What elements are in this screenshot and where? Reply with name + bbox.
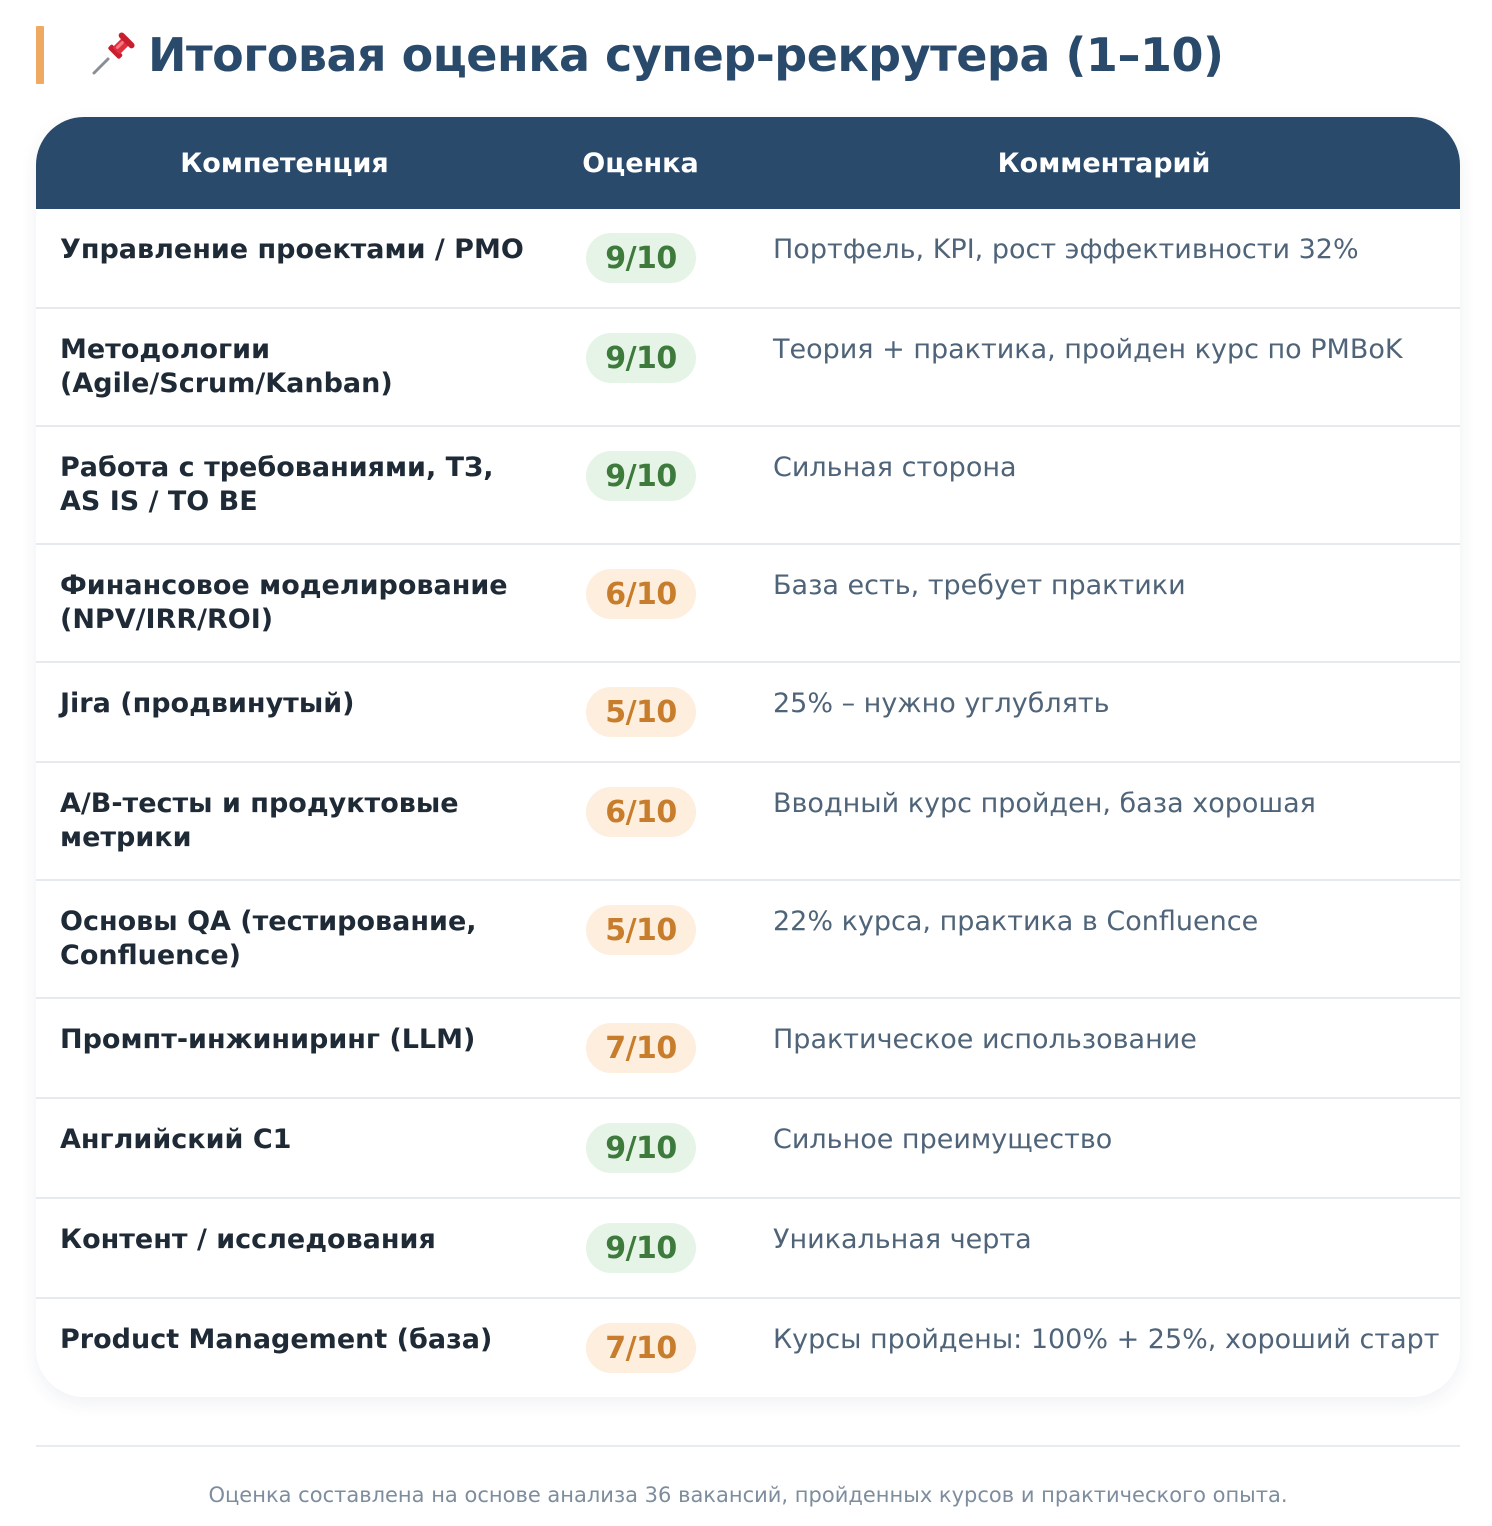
comment-cell: 22% курса, практика в Confluence: [773, 906, 1259, 937]
competence-table: Компетенция Оценка Комментарий Управлени…: [36, 117, 1460, 1397]
table-row: Jira (продвинутый) 5/10 25% – нужно углубл…: [36, 663, 1460, 763]
competence-cell: Промпт-инжиниринг (LLM): [60, 1024, 476, 1055]
score-badge: 5/10: [586, 687, 696, 737]
table-body: Управление проектами / PMO 9/10 Портфель, …: [36, 209, 1460, 1397]
comment-cell: Теория + практика, пройден курс по PMBoK: [773, 334, 1403, 365]
score-badge: 9/10: [586, 333, 696, 383]
competence-cell: Английский C1: [60, 1124, 292, 1155]
comment-cell: Практическое использование: [773, 1024, 1197, 1055]
table-row: A/B-тесты и продуктовые метрики 6/10 Вводн…: [36, 763, 1460, 881]
competence-cell: Работа с требованиями, ТЗ, AS IS / TO BE: [60, 452, 494, 517]
table-row: Методологии (Agile/Scrum/Kanban) 9/10 Теор…: [36, 309, 1460, 427]
table-row: Промпт-инжиниринг (LLM) 7/10 Практическое …: [36, 999, 1460, 1099]
competence-cell: Product Management (база): [60, 1324, 493, 1355]
comment-cell: Портфель, KPI, рост эффективности 32%: [773, 234, 1359, 265]
score-badge: 9/10: [586, 1223, 696, 1273]
pushpin-icon: [92, 32, 135, 75]
table-row: Product Management (база) 7/10 Курсы пройд…: [36, 1299, 1460, 1397]
comment-cell: Сильная сторона: [773, 452, 1017, 483]
table-row: Основы QA (тестирование, Confluence) 5/10…: [36, 881, 1460, 999]
competence-cell: Управление проектами / PMO: [60, 234, 524, 265]
score-badge: 7/10: [586, 1323, 696, 1373]
competence-cell: Jira (продвинутый): [60, 688, 355, 719]
table-row: Финансовое моделирование (NPV/IRR/ROI) 6/…: [36, 545, 1460, 663]
score-badge: 7/10: [586, 1023, 696, 1073]
footer-divider: [36, 1445, 1460, 1447]
column-header-comment: Комментарий: [997, 148, 1211, 179]
score-badge: 9/10: [586, 1123, 696, 1173]
table-row: Управление проектами / PMO 9/10 Портфель, …: [36, 209, 1460, 309]
title-accent-bar: [36, 26, 44, 84]
comment-cell: Вводный курс пройден, база хорошая: [773, 788, 1316, 819]
competence-cell: Контент / исследования: [60, 1224, 436, 1255]
score-badge: 6/10: [586, 787, 696, 837]
comment-cell: 25% – нужно углублять: [773, 688, 1110, 719]
score-badge: 6/10: [586, 569, 696, 619]
comment-cell: Уникальная черта: [773, 1224, 1032, 1255]
column-header-score: Оценка: [582, 148, 699, 179]
table-row: Работа с требованиями, ТЗ, AS IS / TO BE…: [36, 427, 1460, 545]
column-header-competence: Компетенция: [180, 148, 389, 179]
table-row: Контент / исследования 9/10 Уникальная чер…: [36, 1199, 1460, 1299]
table-row: Английский C1 9/10 Сильное преимущество: [36, 1099, 1460, 1199]
score-badge: 5/10: [586, 905, 696, 955]
comment-cell: Сильное преимущество: [773, 1124, 1113, 1155]
competence-cell: Основы QA (тестирование, Confluence): [60, 906, 477, 971]
competence-cell: A/B-тесты и продуктовые метрики: [60, 788, 459, 853]
page-title: Итоговая оценка супер-рекрутера (1–10): [148, 28, 1224, 82]
comment-cell: Курсы пройдены: 100% + 25%, хороший стар…: [773, 1324, 1440, 1355]
score-badge: 9/10: [586, 451, 696, 501]
footer-note: Оценка составлена на основе анализа 36 в…: [208, 1483, 1288, 1507]
score-badge: 9/10: [586, 233, 696, 283]
competence-cell: Финансовое моделирование (NPV/IRR/ROI): [60, 570, 508, 635]
comment-cell: База есть, требует практики: [773, 570, 1186, 601]
competence-cell: Методологии (Agile/Scrum/Kanban): [60, 334, 393, 399]
page-header: Итоговая оценка супер-рекрутера (1–10): [36, 26, 1224, 84]
table-header: Компетенция Оценка Комментарий: [36, 117, 1460, 209]
